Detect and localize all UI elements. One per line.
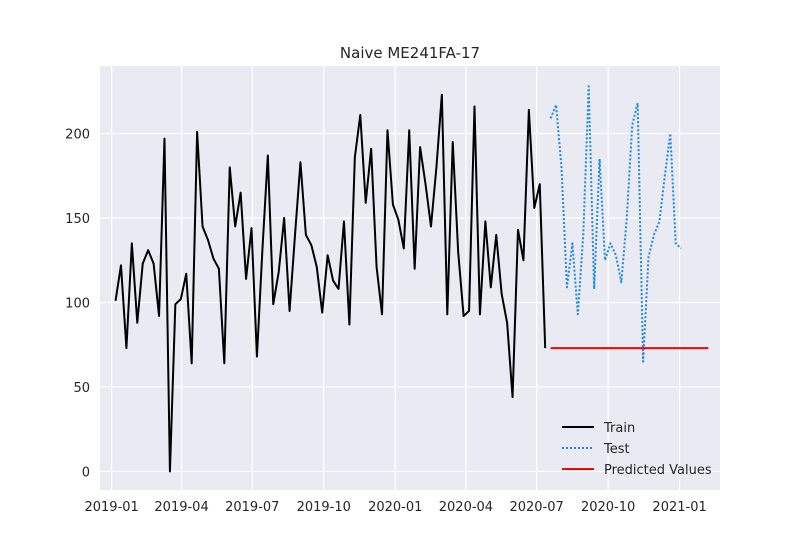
y-tick-label: 0 [82,465,90,480]
x-tick-label: 2020-01 [368,500,422,515]
gridlines [100,66,720,490]
legend-label: Train [603,421,635,436]
legend-label: Predicted Values [604,463,712,478]
series-layer [114,85,709,473]
y-tick-label: 150 [65,212,90,227]
x-tick-label: 2019-07 [225,500,279,515]
legend: Train Test Predicted Values [562,421,712,478]
x-tick-label: 2020-07 [509,500,563,515]
y-tick-label: 100 [65,296,90,311]
chart-title: Naive ME241FA-17 [340,44,480,62]
x-tick-label: 2020-10 [581,500,635,515]
y-tick-label: 200 [65,128,90,143]
series-line-test [549,85,682,363]
x-tick-label: 2020-04 [439,500,493,515]
x-tick-label: 2021-01 [652,500,706,515]
x-tick-label: 2019-01 [84,500,138,515]
legend-label: Test [603,442,630,457]
series-line-train [114,93,547,473]
x-axis-ticks: 2019-01 2019-04 2019-07 2019-10 2020-01 2020-… [84,500,706,515]
y-tick-label: 50 [73,381,90,396]
x-tick-label: 2019-04 [154,500,208,515]
x-tick-label: 2019-10 [297,500,351,515]
y-axis-ticks: 0 50 100 150 200 [65,128,90,481]
